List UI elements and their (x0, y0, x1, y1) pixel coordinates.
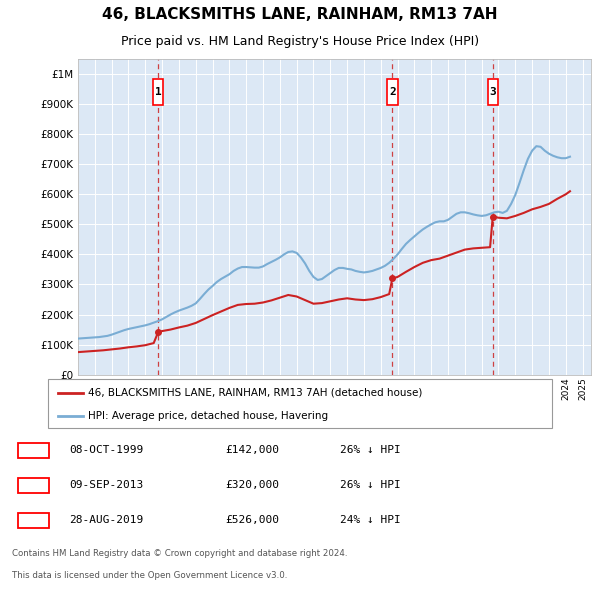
Text: 3: 3 (30, 515, 37, 525)
Text: Price paid vs. HM Land Registry's House Price Index (HPI): Price paid vs. HM Land Registry's House … (121, 35, 479, 48)
Text: 2: 2 (389, 87, 396, 97)
FancyBboxPatch shape (387, 79, 398, 105)
Text: 3: 3 (490, 87, 496, 97)
Text: HPI: Average price, detached house, Havering: HPI: Average price, detached house, Have… (88, 411, 328, 421)
Text: 08-OCT-1999: 08-OCT-1999 (70, 445, 144, 455)
Text: 26% ↓ HPI: 26% ↓ HPI (340, 480, 401, 490)
Text: This data is licensed under the Open Government Licence v3.0.: This data is licensed under the Open Gov… (12, 572, 287, 581)
Text: 1: 1 (30, 445, 37, 455)
FancyBboxPatch shape (18, 442, 49, 458)
Text: £142,000: £142,000 (225, 445, 279, 455)
Text: 24% ↓ HPI: 24% ↓ HPI (340, 515, 401, 525)
Text: 28-AUG-2019: 28-AUG-2019 (70, 515, 144, 525)
FancyBboxPatch shape (153, 79, 163, 105)
Text: Contains HM Land Registry data © Crown copyright and database right 2024.: Contains HM Land Registry data © Crown c… (12, 549, 347, 558)
Text: 46, BLACKSMITHS LANE, RAINHAM, RM13 7AH (detached house): 46, BLACKSMITHS LANE, RAINHAM, RM13 7AH … (88, 388, 422, 398)
FancyBboxPatch shape (488, 79, 498, 105)
Text: 09-SEP-2013: 09-SEP-2013 (70, 480, 144, 490)
Text: £526,000: £526,000 (225, 515, 279, 525)
Text: 1: 1 (155, 87, 161, 97)
Text: 26% ↓ HPI: 26% ↓ HPI (340, 445, 401, 455)
Text: £320,000: £320,000 (225, 480, 279, 490)
Text: 2: 2 (30, 480, 37, 490)
Text: 46, BLACKSMITHS LANE, RAINHAM, RM13 7AH: 46, BLACKSMITHS LANE, RAINHAM, RM13 7AH (102, 6, 498, 22)
FancyBboxPatch shape (18, 513, 49, 528)
FancyBboxPatch shape (18, 478, 49, 493)
FancyBboxPatch shape (48, 379, 552, 428)
